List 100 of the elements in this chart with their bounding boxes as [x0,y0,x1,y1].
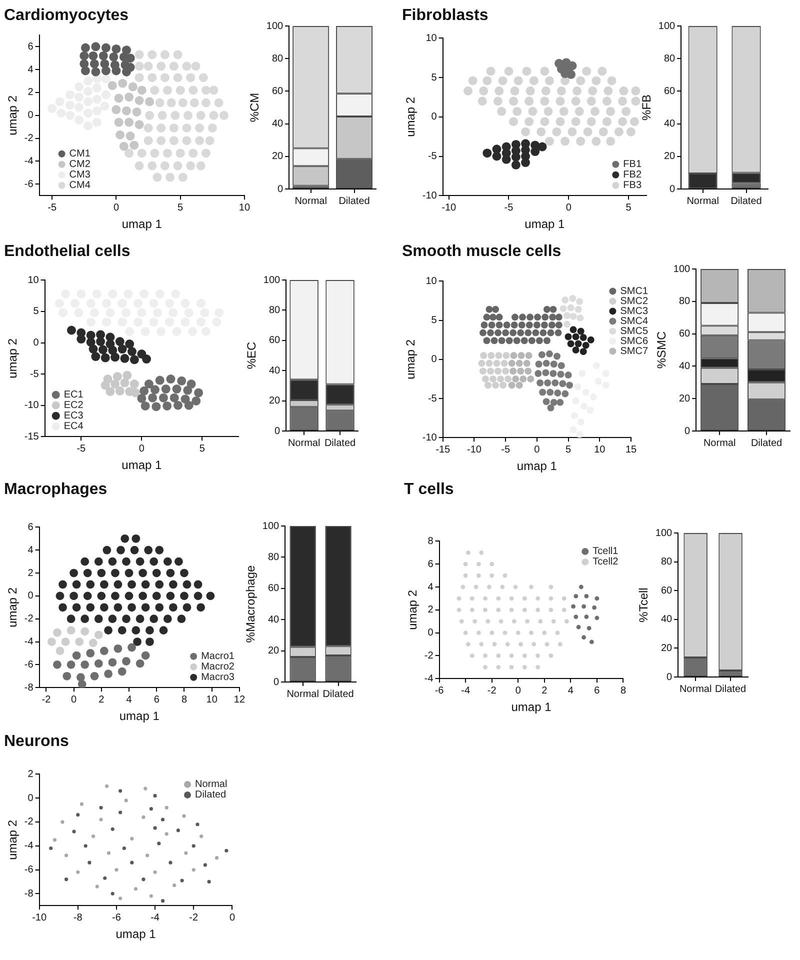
point [80,660,90,669]
point [60,820,64,824]
point [496,321,503,328]
point [479,329,486,336]
y-tick-label: 0 [278,184,284,195]
y-tick-label: 40 [272,118,284,130]
x-tick-label: -5 [501,444,510,456]
point [160,818,165,822]
point [494,368,502,375]
point [95,884,99,888]
point [120,378,130,388]
point [98,51,108,60]
point [555,321,562,328]
point [160,899,165,903]
y-tick-label: 40 [678,360,691,372]
legend-label: FB2 [623,170,642,181]
point [482,148,492,158]
point [488,352,495,359]
point [166,374,176,384]
point [502,368,510,375]
point [100,380,110,390]
point [496,314,503,321]
x-tick-label: 4 [126,694,132,706]
point [480,321,488,328]
point [584,614,589,619]
point [562,296,569,304]
y-tick-label: 6 [428,558,434,570]
point [527,375,534,382]
y-tick-label: 5 [431,72,438,84]
point [128,82,138,92]
y-tick-label: 10 [426,276,438,287]
x-tick-label: 5 [566,444,572,456]
x-tick-label: Normal [686,196,719,207]
chart-title: Endothelial cells [4,243,130,260]
point [510,321,518,328]
y-tick-label: -6 [24,659,34,670]
point [128,643,136,652]
point [94,630,103,640]
point [500,360,508,367]
point [540,329,547,336]
y-tick-label: -4 [24,636,34,648]
point [99,806,103,810]
legend-label: CM3 [69,170,91,181]
legend-label: EC3 [64,410,84,422]
point [180,878,184,882]
point [62,672,72,680]
point [549,314,556,321]
point [572,333,580,340]
y-tick-label: 4 [28,64,34,76]
point [148,393,158,402]
point [203,863,208,867]
point [100,353,110,362]
point [508,360,516,367]
point [564,372,572,379]
point [592,605,597,610]
point [511,160,520,170]
y-tick-label: 0 [28,590,34,602]
y-tick-label: 80 [678,296,691,308]
y-axis-title: umap 2 [6,95,20,136]
point [576,624,581,630]
point [502,329,510,336]
y-tick-label: 0 [666,672,673,683]
y-tick-label: 2 [28,87,34,98]
point [176,828,180,832]
x-tick-label: 2 [98,694,105,706]
y-tick-label: 80 [664,53,676,64]
y-axis-title: umap 2 [6,820,20,860]
point [101,66,110,76]
point [582,342,590,349]
y-tick-label: 40 [664,118,676,130]
point [177,376,186,386]
point [534,370,542,377]
point [162,401,172,410]
point [524,329,532,336]
legend-label: SMC2 [620,296,648,307]
point [183,386,192,395]
y-tick-label: -5 [428,393,438,404]
point [546,350,553,358]
y-tick-label: 2 [28,568,34,579]
point [164,806,168,810]
point [149,807,153,811]
point [173,400,182,410]
point [126,132,135,141]
point [566,70,576,79]
x-tick-label: 0 [566,202,572,214]
point [112,372,122,382]
point [559,380,566,388]
point [94,659,103,668]
point [61,638,70,646]
point [535,360,542,368]
point [80,802,84,806]
x-axis-title: umap 1 [122,217,162,232]
y-tick-label: 20 [678,393,691,404]
y-tick-label: 100 [658,20,676,32]
point [80,627,90,636]
point [214,856,219,860]
point [552,379,559,386]
point [130,836,134,841]
point [134,887,138,891]
point [547,329,554,336]
